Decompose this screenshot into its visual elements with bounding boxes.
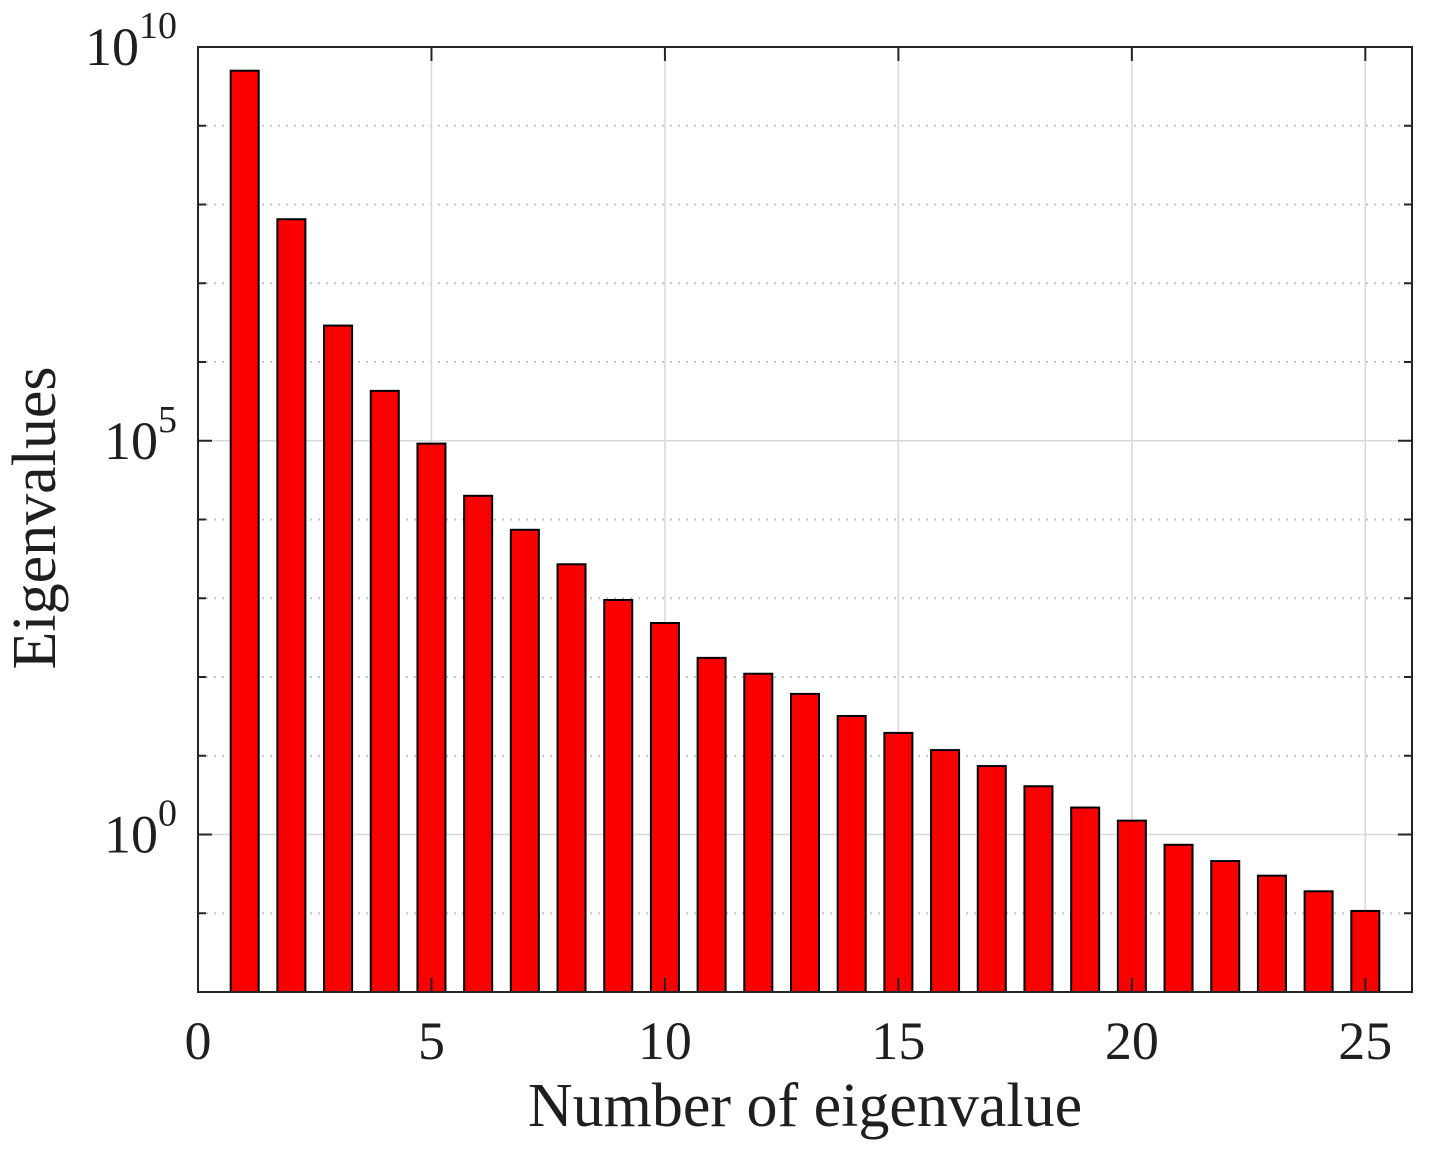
bar — [1023, 785, 1054, 994]
y-tick-label: 100 — [104, 793, 177, 865]
y-tick-exponent: 5 — [158, 399, 177, 441]
y-axis-label: Eigenvalues — [1, 366, 69, 669]
bar — [1163, 843, 1194, 993]
x-axis-label: Number of eigenvalue — [528, 1072, 1082, 1140]
bar — [276, 218, 307, 993]
y-tick-exponent: 0 — [158, 793, 177, 835]
bar — [556, 563, 587, 993]
bar — [976, 765, 1007, 993]
bar — [789, 692, 821, 993]
grid-major — [198, 47, 1412, 992]
bar — [369, 389, 400, 993]
bar — [463, 494, 494, 993]
bar — [229, 69, 260, 993]
x-tick-label: 0 — [185, 1011, 212, 1071]
bar — [1256, 874, 1287, 993]
bar — [743, 672, 774, 994]
bar — [1070, 806, 1101, 994]
x-tick-label: 5 — [418, 1011, 445, 1071]
y-tick-exponent: 10 — [139, 5, 177, 47]
x-tick-label: 15 — [871, 1011, 925, 1071]
bar — [696, 656, 727, 994]
bar — [649, 621, 680, 994]
bar — [323, 324, 354, 993]
x-tick-label: 10 — [638, 1011, 692, 1071]
bar — [1116, 819, 1147, 993]
y-tick-label: 1010 — [85, 5, 177, 77]
ticks — [197, 46, 1412, 992]
bars — [229, 69, 1381, 994]
bar — [930, 749, 961, 993]
bar — [509, 528, 540, 993]
bar — [883, 731, 914, 994]
x-tick-label: 20 — [1105, 1011, 1159, 1071]
bar — [1210, 860, 1241, 993]
x-tick-label: 25 — [1338, 1011, 1392, 1071]
bar — [416, 442, 447, 994]
bar — [1303, 890, 1334, 993]
y-tick-label: 105 — [104, 399, 177, 471]
bar — [836, 714, 867, 993]
bar — [603, 599, 634, 993]
